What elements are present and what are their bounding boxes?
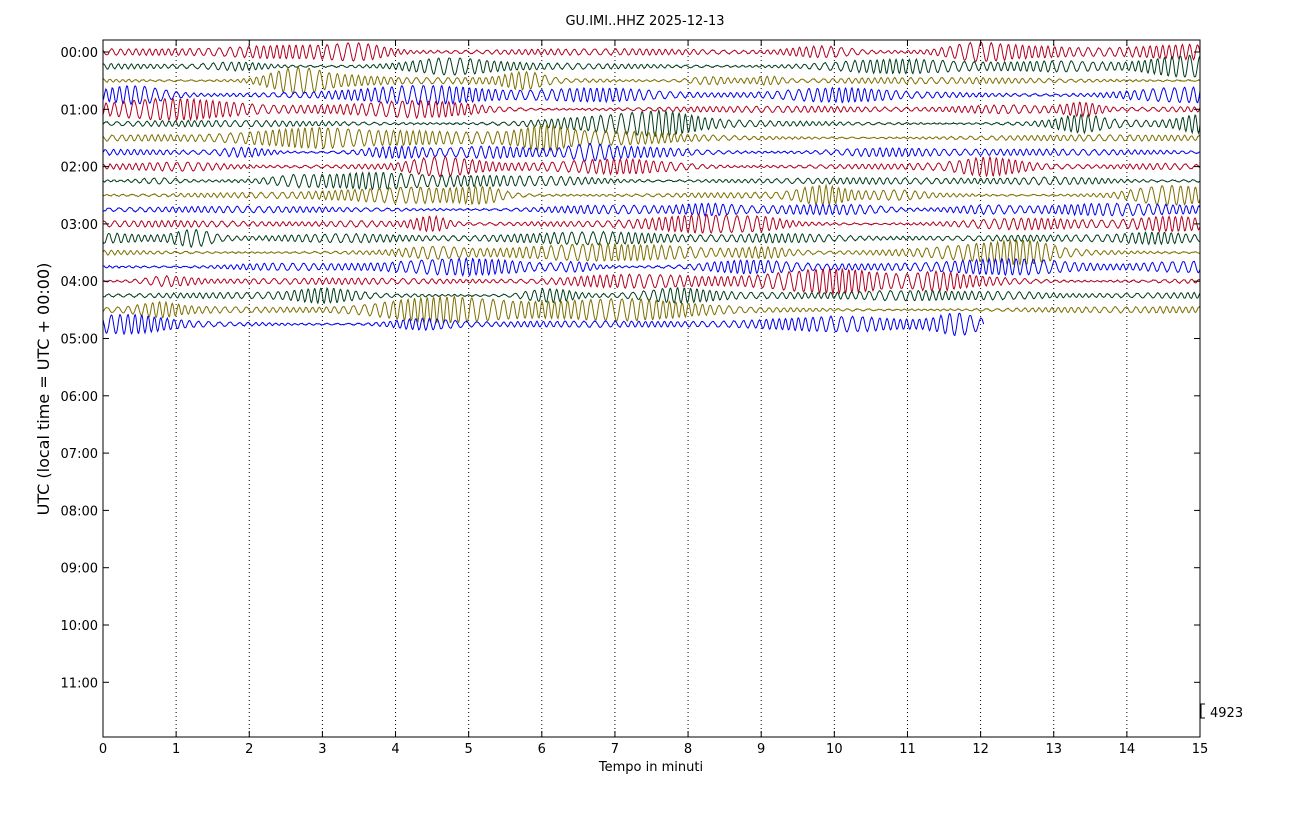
x-axis-label: Tempo in minuti	[598, 760, 703, 775]
seismic-traces	[102, 41, 1201, 337]
x-tick-label: 0	[99, 742, 107, 757]
grid-lines	[175, 40, 1128, 737]
trace-line	[102, 312, 985, 337]
trace-line	[102, 66, 1201, 95]
trace-line	[102, 122, 1201, 152]
x-tick-label: 14	[1119, 742, 1136, 757]
y-axis-label: UTC (local time = UTC + 00:00)	[34, 263, 53, 516]
chart-title: GU.IMI..HHZ 2025-12-13	[565, 14, 724, 29]
x-tick-label: 10	[826, 742, 843, 757]
trace-line	[102, 108, 1201, 139]
y-tick-label: 04:00	[61, 275, 98, 290]
trace-line	[102, 202, 1201, 218]
trace-line	[102, 294, 1201, 324]
trace-line	[102, 155, 1201, 178]
y-tick-label: 10:00	[61, 619, 98, 634]
x-tick-label: 1	[172, 742, 180, 757]
trace-line	[102, 97, 1201, 122]
x-axis: 0 1 2 3 4 5 6 7 8 9 10 11 12 13 14 15	[99, 40, 1208, 757]
y-tick-label: 09:00	[61, 562, 98, 577]
y-tick-label: 03:00	[61, 218, 98, 233]
trace-line	[102, 41, 1201, 62]
trace-line	[102, 142, 1201, 162]
x-tick-label: 5	[465, 742, 473, 757]
x-tick-label: 15	[1192, 742, 1209, 757]
trace-line	[102, 286, 1201, 305]
trace-line	[102, 171, 1201, 191]
trace-line	[102, 228, 1200, 249]
trace-line	[102, 266, 1201, 296]
y-tick-label: 06:00	[61, 390, 98, 405]
x-tick-label: 12	[972, 742, 989, 757]
scale-bar-label: 4923	[1210, 706, 1243, 721]
x-tick-label: 8	[684, 742, 692, 757]
y-tick-label: 08:00	[61, 504, 98, 519]
y-tick-label: 00:00	[61, 46, 98, 61]
y-tick-label: 11:00	[61, 676, 98, 691]
y-tick-label: 07:00	[61, 447, 98, 462]
y-tick-label: 01:00	[61, 103, 98, 118]
y-tick-label: 05:00	[61, 333, 98, 348]
scale-bar: 4923	[1200, 703, 1243, 721]
y-axis: 00:00 01:00 02:00 03:00 04:00 05:00 06:00 07:00…	[61, 46, 1200, 691]
x-tick-label: 9	[757, 742, 765, 757]
x-tick-label: 2	[245, 742, 253, 757]
x-tick-label: 13	[1045, 742, 1062, 757]
trace-line	[102, 213, 1201, 234]
trace-line	[102, 54, 1201, 78]
x-tick-label: 4	[391, 742, 399, 757]
plot-frame	[102, 39, 1201, 738]
x-tick-label: 7	[611, 742, 619, 757]
trace-line	[102, 256, 1201, 277]
trace-line	[102, 238, 1200, 266]
trace-line	[102, 183, 1201, 207]
trace-line	[102, 84, 1201, 106]
y-tick-label: 02:00	[61, 161, 98, 176]
x-tick-label: 3	[318, 742, 326, 757]
x-tick-label: 11	[899, 742, 916, 757]
x-tick-label: 6	[538, 742, 546, 757]
